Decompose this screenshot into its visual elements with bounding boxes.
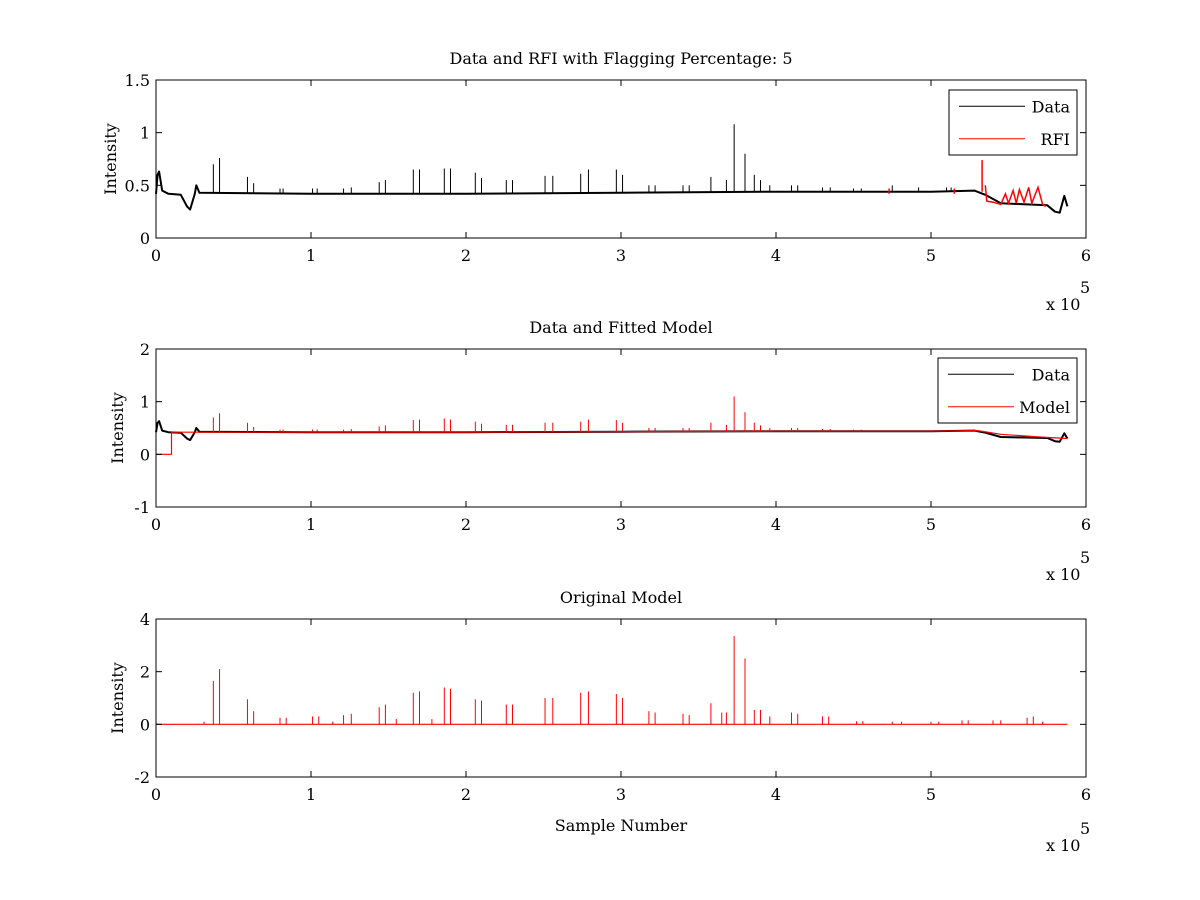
subplot-1-x-tick-label: 2 [461,246,471,265]
subplot-3-x-tick-label: 1 [306,785,316,804]
subplot-2-plot-area [155,396,1069,455]
subplot-1-x-tick-label: 5 [926,246,936,265]
subplot-1-y-tick-label: 0 [140,229,150,248]
subplot-1-series-data [155,124,1069,214]
subplot-1-x-tick-label: 6 [1081,246,1091,265]
subplot-2-x-tick-label: 1 [306,515,316,534]
subplot-3-x-tick-label: 2 [461,785,471,804]
subplot-1-x-tick-label: 3 [616,246,626,265]
subplot-2-x-multiplier-exponent: 5 [1080,548,1090,567]
subplot-1-series-rfi [888,160,1047,208]
subplot-3-title: Original Model [560,588,682,607]
subplot-3-ylabel: Intensity [108,662,127,734]
subplot-1: Data and RFI with Flagging Percentage: 5… [101,49,1091,314]
subplot-1-x-multiplier-exponent: 5 [1080,278,1090,297]
subplot-2-x-tick-label: 4 [771,515,781,534]
subplot-1-legend: Data RFI [948,89,1078,156]
subplot-2-axes-box [155,348,1087,508]
subplot-3-y-tick-label: 4 [140,610,150,629]
subplot-2-legend-box [937,357,1078,424]
subplot-1-ylabel: Intensity [101,123,120,195]
subplot-1-plot-area [155,124,1069,214]
subplot-3-x-tick-label: 3 [616,785,626,804]
subplot-2-model-line [156,430,1068,455]
subplot-1-legend-label-rfi: RFI [1041,130,1070,149]
subplot-3-y-tick-label: -2 [134,768,150,787]
subplot-2-legend-label-data: Data [1032,365,1071,384]
subplot-2-y-tick-label: 0 [140,445,150,464]
subplot-3-x-tick-label: 6 [1081,785,1091,804]
subplot-1-x-tick-label: 4 [771,246,781,265]
subplot-1-y-tick-label: 1.5 [125,71,150,90]
subplot-3-x-multiplier-exponent: 5 [1080,819,1090,838]
subplot-2-legend-label-model: Model [1019,398,1070,417]
subplot-2-x-multiplier: x 10 [1046,565,1080,584]
subplot-3-plot-area [156,636,1068,725]
subplot-1-data-line [155,170,1069,214]
subplot-1-x-tick-label: 0 [151,246,161,265]
subplot-1-title: Data and RFI with Flagging Percentage: 5 [449,49,792,68]
subplot-1-axes-box [155,79,1087,239]
subplot-1-y-tick-label: 1 [140,124,150,143]
subplot-3-y-tick-label: 0 [140,715,150,734]
subplot-3-x-tick-label: 4 [771,785,781,804]
subplot-1-legend-box [948,89,1078,156]
subplot-3: Original Model Intensity Sample Number x… [108,588,1091,855]
subplot-3-x-tick-label: 0 [151,785,161,804]
subplot-1-x-multiplier: x 10 [1046,295,1080,314]
subplot-2-x-tick-label: 2 [461,515,471,534]
subplot-3-x-multiplier: x 10 [1046,836,1080,855]
subplot-2-x-tick-label: 0 [151,515,161,534]
subplot-3-axes-box [155,618,1087,778]
subplot-2-legend: Data Model [937,357,1078,424]
subplot-2-series-model [156,396,1068,455]
subplot-2-ylabel: Intensity [108,392,127,464]
subplot-2-y-tick-label: 2 [140,340,150,359]
subplot-1-x-tick-label: 1 [306,246,316,265]
subplot-2-y-tick-label: 1 [140,393,150,412]
subplot-3-series-series [156,636,1068,725]
subplot-3-x-tick-label: 5 [926,785,936,804]
subplot-1-legend-label-data: Data [1032,97,1071,116]
subplot-2-x-tick-label: 5 [926,515,936,534]
subplot-1-y-tick-label: 0.5 [125,176,150,195]
subplot-3-y-tick-label: 2 [140,663,150,682]
subplot-3-xlabel: Sample Number [555,816,688,835]
subplot-2: Data and Fitted Model Intensity x 10 5 0… [108,318,1091,584]
subplot-2-y-tick-label: -1 [134,498,150,517]
subplot-2-x-tick-label: 6 [1081,515,1091,534]
subplot-1-rfi-segment [984,185,1047,208]
subplot-2-title: Data and Fitted Model [529,318,712,337]
subplot-2-x-tick-label: 3 [616,515,626,534]
